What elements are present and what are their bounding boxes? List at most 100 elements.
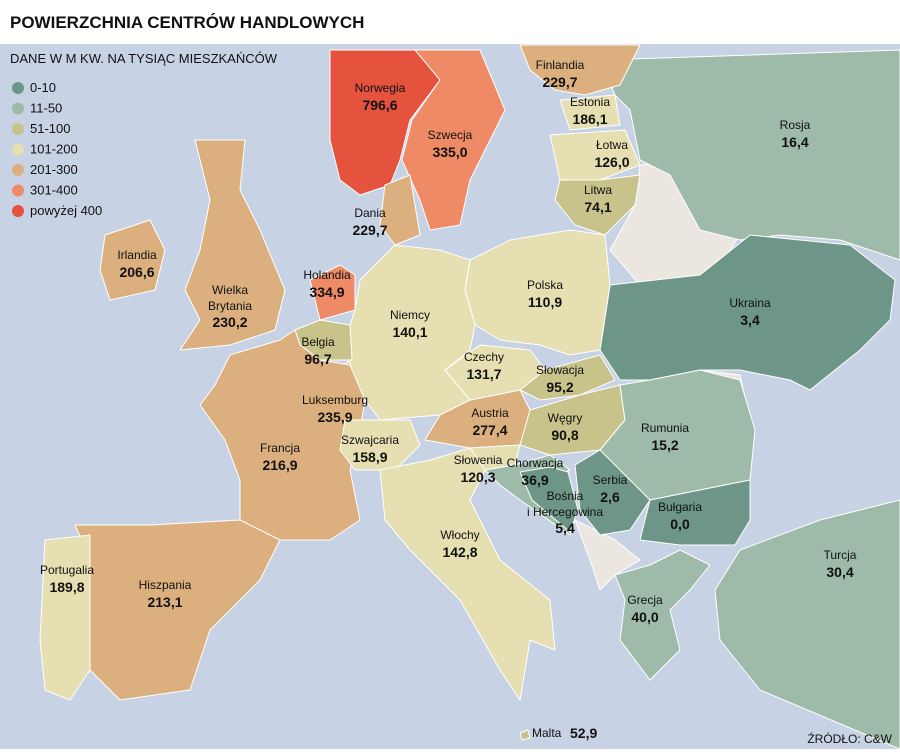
legend-label: 0-10	[30, 80, 56, 95]
country-value: 5,4	[555, 520, 575, 536]
country-name: Grecja	[627, 593, 663, 607]
country-value: 335,0	[432, 144, 467, 160]
country-value: 16,4	[781, 134, 808, 150]
country	[199, 329, 366, 541]
country-name: Słowacja	[536, 363, 584, 377]
country	[379, 174, 421, 246]
country	[39, 534, 91, 701]
country	[519, 44, 641, 96]
country-value: 140,1	[392, 324, 427, 340]
country-name: Luksemburg	[302, 393, 368, 407]
country-value: 96,7	[304, 351, 331, 367]
country-value: 0,0	[670, 516, 690, 532]
country	[401, 49, 506, 231]
country-value: 189,8	[49, 579, 84, 595]
legend-label: 301-400	[30, 183, 78, 198]
source: ŹRÓDŁO: C&W	[807, 731, 892, 746]
country-value: 216,9	[262, 457, 297, 473]
country-value: 235,9	[317, 409, 352, 425]
country-value: 142,8	[442, 544, 477, 560]
country-name: i Hercegowina	[527, 505, 603, 519]
country-value: 30,4	[826, 564, 853, 580]
legend-label: 11-50	[30, 101, 62, 116]
country-name: Niemcy	[390, 308, 430, 322]
country	[559, 94, 621, 131]
country-value: 229,7	[352, 222, 387, 238]
country	[519, 354, 616, 401]
country-name: Łotwa	[596, 138, 628, 152]
country-value: 277,4	[472, 422, 507, 438]
country-value: 120,3	[460, 469, 495, 485]
legend-swatch	[12, 205, 24, 217]
country-value: 36,9	[521, 472, 548, 488]
legend-swatch	[12, 102, 24, 115]
country-name: Bułgaria	[658, 500, 702, 514]
country-value: 15,2	[651, 437, 678, 453]
country-name: Bośnia	[547, 489, 584, 503]
country	[599, 234, 896, 391]
country	[99, 219, 166, 301]
country-name: Czechy	[464, 350, 504, 364]
country-value: 2,6	[600, 489, 620, 505]
country-name: Włochy	[440, 528, 479, 542]
country-name: Polska	[527, 278, 563, 292]
country-value: 110,9	[528, 294, 562, 310]
country-value: 213,1	[147, 594, 182, 610]
legend-label: powyżej 400	[30, 203, 102, 218]
country-name: Norwegia	[355, 81, 406, 95]
country-name: Francja	[260, 441, 300, 455]
country-labels: Rosja 16,4 Finlandia 229,7 Norwegia 796,6 Szwe…	[40, 58, 857, 741]
legend-swatch	[12, 123, 24, 135]
country-name: Austria	[471, 406, 509, 420]
country-name: Irlandia	[117, 248, 157, 262]
country-value: 796,6	[362, 97, 397, 113]
legend-swatch	[12, 143, 24, 156]
legend-swatch	[12, 164, 24, 176]
country-name: Turcja	[824, 548, 857, 562]
legend-label: 101-200	[30, 142, 78, 157]
country-value: 158,9	[352, 449, 387, 465]
country-name: Litwa	[584, 183, 612, 197]
subtitle: DANE W M KW. NA TYSIĄC MIESZKAŃCÓW	[10, 51, 278, 66]
country-name: Belgia	[301, 335, 335, 349]
country	[309, 264, 356, 321]
country-name: Hiszpania	[139, 578, 192, 592]
legend-label: 51-100	[30, 121, 70, 136]
country-name: Słowenia	[454, 453, 503, 467]
country-value: 90,8	[551, 427, 578, 443]
country-name: Chorwacja	[507, 456, 564, 470]
country-name: Holandia	[303, 268, 351, 282]
country-name: Brytania	[208, 299, 252, 313]
country-value: 334,9	[309, 284, 344, 300]
country-value: 40,0	[631, 609, 658, 625]
country-name: Rosja	[780, 118, 811, 132]
country-name: Portugalia	[40, 563, 94, 577]
country-value: 206,6	[119, 264, 154, 280]
country-name: Serbia	[593, 473, 628, 487]
legend: 0-10 11-50 51-100 101-200 201-300 301-400 powy…	[12, 80, 102, 218]
country-name: Rumunia	[641, 421, 689, 435]
country-value: 3,4	[740, 312, 760, 328]
country-name: Malta	[532, 726, 562, 740]
country	[549, 129, 641, 181]
country	[519, 729, 531, 741]
country	[339, 419, 421, 471]
country-value: 126,0	[594, 154, 629, 170]
country-value: 229,7	[542, 74, 577, 90]
country	[519, 466, 579, 533]
country-name: Wielka	[212, 283, 248, 297]
country-name: Dania	[354, 206, 386, 220]
country-value: 186,1	[572, 111, 607, 127]
legend-swatch	[12, 82, 24, 94]
country-value: 230,2	[212, 314, 247, 330]
countries	[39, 44, 900, 750]
country	[639, 479, 751, 546]
country	[714, 499, 900, 750]
country-value: 52,9	[570, 725, 597, 741]
country-value: 95,2	[546, 379, 573, 395]
country-name: Szwecja	[428, 128, 473, 142]
country-value: 131,7	[466, 366, 501, 382]
country	[614, 549, 711, 681]
country	[599, 49, 900, 261]
